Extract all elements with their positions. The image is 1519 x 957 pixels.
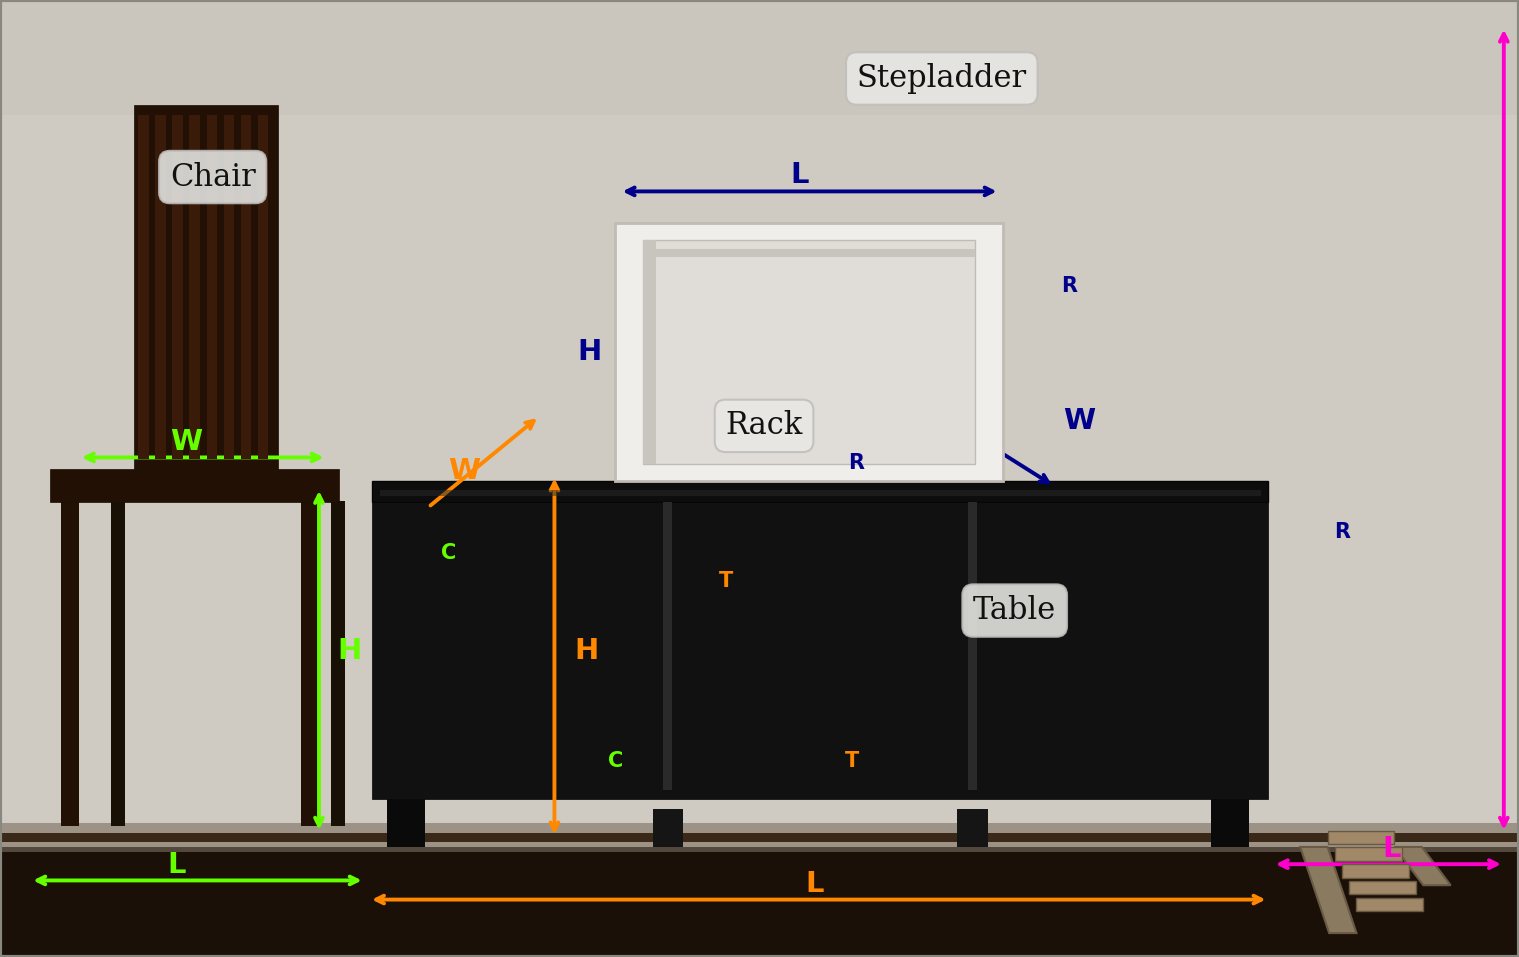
Text: L: L	[805, 870, 823, 899]
Bar	[0, 0, 1519, 847]
Bar	[380, 490, 1261, 496]
Bar	[1335, 848, 1402, 861]
Bar	[155, 115, 166, 459]
Text: Chair: Chair	[170, 162, 255, 192]
Bar	[258, 115, 269, 459]
Bar	[301, 502, 319, 826]
Bar	[0, 0, 1519, 115]
Bar	[1349, 880, 1416, 894]
Bar	[387, 799, 425, 847]
Bar	[190, 115, 201, 459]
Text: T: T	[720, 571, 734, 591]
Bar	[615, 223, 1003, 481]
Bar	[1343, 864, 1408, 878]
Bar	[643, 240, 975, 464]
Bar	[664, 502, 673, 790]
Bar	[138, 115, 149, 459]
Text: Rack: Rack	[726, 411, 802, 441]
Text: T: T	[845, 751, 860, 771]
Text: W: W	[170, 428, 202, 456]
Polygon shape	[1300, 847, 1356, 933]
Text: H: H	[574, 636, 598, 665]
Bar	[0, 833, 1519, 842]
Text: R: R	[848, 453, 864, 473]
Bar	[372, 502, 1268, 799]
Bar	[111, 501, 125, 826]
Bar	[653, 809, 684, 847]
Text: R: R	[1060, 276, 1077, 296]
Text: Stepladder: Stepladder	[857, 63, 1027, 94]
Bar	[172, 115, 182, 459]
Text: L: L	[167, 851, 185, 879]
Bar	[331, 501, 345, 826]
Bar	[240, 115, 252, 459]
Bar	[968, 502, 977, 790]
Text: Table: Table	[974, 595, 1056, 626]
Text: L: L	[1382, 835, 1401, 863]
Bar	[50, 469, 339, 502]
Text: R: R	[1334, 522, 1350, 542]
Text: L: L	[790, 161, 808, 189]
Bar	[0, 847, 1519, 957]
Bar	[207, 115, 217, 459]
Bar	[957, 809, 987, 847]
Bar	[134, 105, 278, 469]
Text: H: H	[577, 338, 602, 367]
Text: C: C	[608, 751, 624, 771]
Bar	[0, 823, 1519, 852]
Bar	[643, 249, 975, 257]
Bar	[1356, 898, 1423, 911]
Polygon shape	[1394, 847, 1451, 885]
Text: W: W	[448, 456, 480, 485]
Bar	[1328, 831, 1394, 844]
Text: W: W	[1063, 407, 1095, 435]
Bar	[61, 502, 79, 826]
Bar	[223, 115, 234, 459]
Text: H: H	[337, 636, 362, 665]
Bar	[372, 481, 1268, 502]
Bar	[643, 240, 656, 464]
Bar	[1211, 799, 1249, 847]
Text: C: C	[442, 543, 457, 563]
